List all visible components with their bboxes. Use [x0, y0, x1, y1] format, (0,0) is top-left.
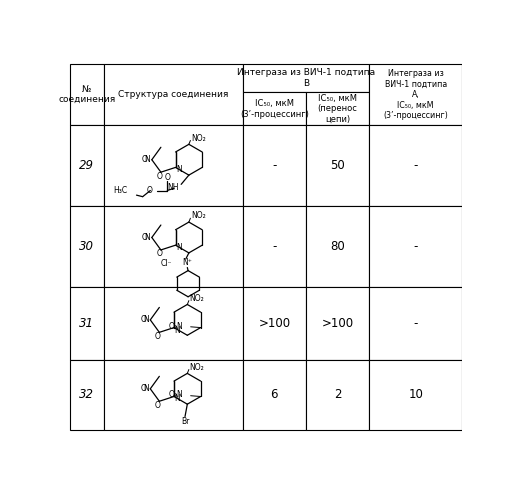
Bar [70, 287, 104, 360]
Text: NO₂: NO₂ [191, 212, 206, 220]
Bar [243, 92, 306, 126]
Text: N: N [175, 394, 180, 404]
Text: O₂N: O₂N [169, 322, 184, 330]
Text: -: - [414, 240, 418, 253]
Text: N: N [143, 384, 149, 394]
Bar [369, 64, 462, 126]
Bar [369, 126, 462, 206]
Bar [243, 287, 306, 360]
Text: Интеграза из ВИЧ-1 подтипа
В: Интеграза из ВИЧ-1 подтипа В [237, 68, 375, 88]
Text: H₃C: H₃C [113, 186, 127, 195]
Text: 29: 29 [79, 160, 94, 172]
Text: Интеграза из
ВИЧ-1 подтипа
А,
IC₅₀, мкМ
(3’-процессинг): Интеграза из ВИЧ-1 подтипа А, IC₅₀, мкМ … [383, 70, 448, 120]
Text: 31: 31 [79, 317, 94, 330]
Text: >100: >100 [321, 317, 353, 330]
Text: 50: 50 [330, 160, 345, 172]
Text: O: O [147, 186, 152, 195]
Text: -: - [414, 160, 418, 172]
Bar [70, 360, 104, 430]
Bar [70, 64, 104, 126]
Text: O: O [164, 173, 170, 182]
Text: N: N [175, 326, 180, 334]
Text: >100: >100 [258, 317, 290, 330]
Bar [306, 206, 369, 287]
Text: 32: 32 [79, 388, 94, 402]
Text: NH: NH [167, 183, 179, 192]
Bar [369, 287, 462, 360]
Text: N: N [143, 316, 149, 324]
Text: -: - [414, 317, 418, 330]
Bar [70, 206, 104, 287]
Bar [306, 287, 369, 360]
Text: NO₂: NO₂ [191, 134, 206, 142]
Bar [306, 360, 369, 430]
Text: 10: 10 [408, 388, 423, 402]
Bar [243, 126, 306, 206]
Text: O: O [142, 233, 148, 242]
Bar [104, 126, 243, 206]
Bar [306, 92, 369, 126]
Bar [243, 206, 306, 287]
Bar [104, 64, 243, 126]
Text: N: N [176, 166, 182, 174]
Text: O: O [141, 316, 146, 324]
Bar [104, 206, 243, 287]
Text: O: O [157, 172, 163, 180]
Text: O₂N: O₂N [169, 390, 184, 400]
Bar [306, 126, 369, 206]
Text: -: - [272, 240, 277, 253]
Text: O: O [155, 401, 161, 410]
Text: NO₂: NO₂ [190, 362, 204, 372]
Text: N⁺: N⁺ [182, 258, 192, 268]
Text: N: N [145, 155, 150, 164]
Bar [243, 360, 306, 430]
Text: Br: Br [181, 416, 189, 426]
Text: 2: 2 [334, 388, 341, 402]
Text: 30: 30 [79, 240, 94, 253]
Text: N: N [176, 243, 182, 252]
Text: O: O [141, 384, 146, 394]
Text: IC₅₀, мкМ
(перенос
цепи): IC₅₀, мкМ (перенос цепи) [318, 94, 357, 124]
Bar [70, 126, 104, 206]
Bar [369, 206, 462, 287]
Text: 80: 80 [330, 240, 345, 253]
Text: NO₂: NO₂ [190, 294, 204, 303]
Text: -: - [272, 160, 277, 172]
Bar [243, 64, 369, 92]
Text: Cl⁻: Cl⁻ [161, 259, 173, 268]
Bar [369, 360, 462, 430]
Text: O: O [142, 155, 148, 164]
Text: №
соединения: № соединения [58, 85, 115, 104]
Text: IC₅₀, мкМ
(3’-процессинг): IC₅₀, мкМ (3’-процессинг) [240, 99, 309, 118]
Text: O: O [155, 332, 161, 341]
Text: N: N [145, 233, 150, 242]
Bar [104, 360, 243, 430]
Text: O: O [157, 250, 163, 258]
Bar [104, 287, 243, 360]
Text: 6: 6 [270, 388, 278, 402]
Text: Структура соединения: Структура соединения [118, 90, 229, 99]
